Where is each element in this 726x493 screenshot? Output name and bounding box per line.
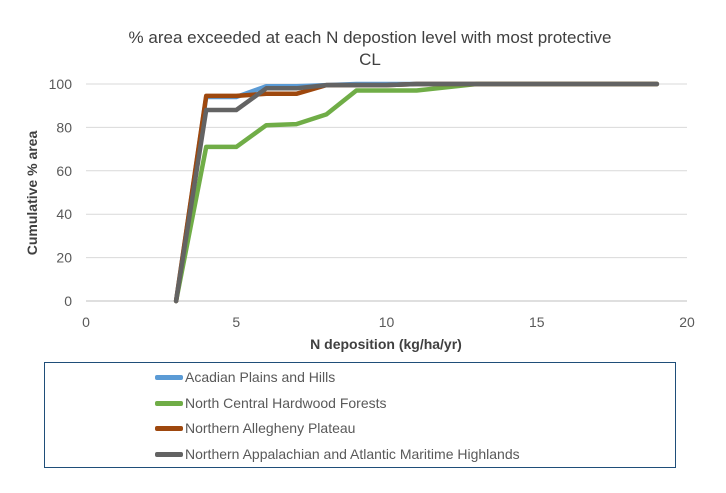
y-tick-label: 0 [64,293,72,309]
legend-swatch [155,425,183,431]
y-axis-ticks: 0 20 40 60 80 100 [49,76,73,309]
x-tick-label: 20 [679,314,695,330]
chart-title-line-2: CL [359,50,381,69]
legend-label: Northern Appalachian and Atlantic Mariti… [185,446,520,462]
legend-label: North Central Hardwood Forests [185,395,387,411]
x-axis-title: N deposition (kg/ha/yr) [310,336,462,352]
series-line-3 [173,81,660,304]
y-tick-label: 80 [56,119,72,135]
legend: Acadian Plains and Hills North Central H… [44,362,676,468]
series-line-1 [173,81,660,304]
x-axis-ticks: 0 5 10 15 20 [82,314,695,330]
legend-label: Acadian Plains and Hills [185,369,336,385]
legend-item-appalachian: Northern Appalachian and Atlantic Mariti… [155,444,520,464]
y-axis-title: Cumulative % area [24,131,40,256]
legend-item-allegheny: Northern Allegheny Plateau [155,418,355,438]
legend-swatch [155,400,183,406]
y-tick-label: 60 [56,163,72,179]
y-tick-label: 40 [56,206,72,222]
legend-item-acadian: Acadian Plains and Hills [155,367,335,387]
plot-area: 0 20 40 60 80 100 0 5 10 15 20 N deposition (kg/h… [24,76,695,352]
chart-title: % area exceeded at each N depostion leve… [128,28,612,47]
legend-swatch [155,451,183,457]
series-line-2 [173,81,660,304]
series-lines [173,81,660,304]
chart: % area exceeded at each N depostion leve… [24,28,695,352]
legend-swatch [155,374,183,380]
x-tick-label: 0 [82,314,90,330]
y-tick-label: 100 [49,76,73,92]
x-tick-label: 5 [232,314,240,330]
gridlines [86,83,687,302]
x-tick-label: 10 [379,314,395,330]
y-tick-label: 20 [56,250,72,266]
series-line-4 [173,81,660,304]
legend-label: Northern Allegheny Plateau [185,420,356,436]
legend-item-north-central: North Central Hardwood Forests [155,393,387,413]
x-tick-label: 15 [529,314,545,330]
